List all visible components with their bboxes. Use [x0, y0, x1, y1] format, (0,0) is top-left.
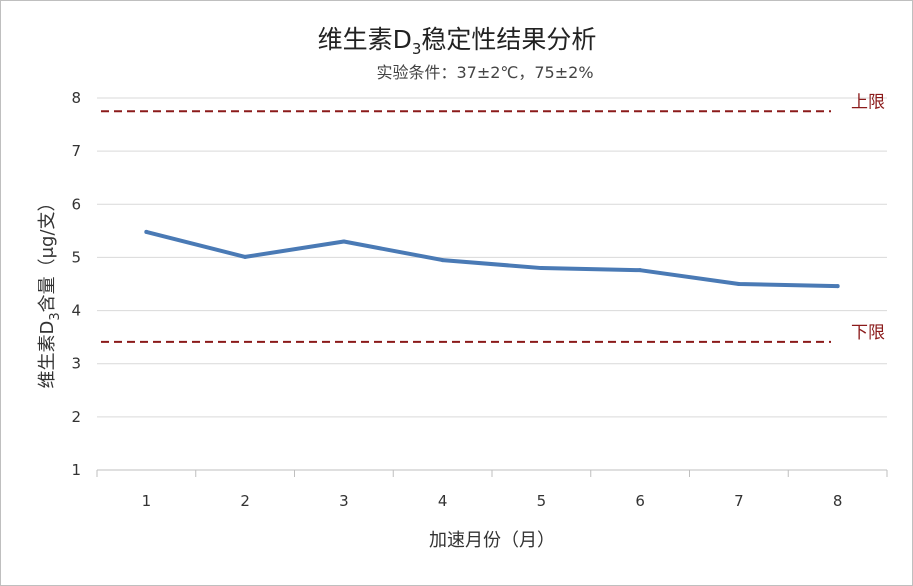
x-tick-label: 1: [142, 492, 152, 510]
y-axis-label: 维生素D3含量（μg/支）: [37, 193, 63, 388]
y-tick-label: 6: [71, 195, 81, 213]
x-tick-label: 8: [833, 492, 843, 510]
data-point: [243, 254, 248, 259]
y-tick-label: 2: [71, 408, 81, 426]
data-point: [144, 229, 149, 234]
data-point: [539, 266, 544, 271]
data-series: [144, 229, 840, 289]
x-axis-label: 加速月份（月）: [429, 530, 555, 551]
y-tick-label: 8: [71, 89, 81, 107]
series-line-0: [144, 229, 840, 289]
y-tick-label: 4: [71, 302, 81, 320]
chart-title: 维生素D3稳定性结果分析: [318, 25, 597, 58]
data-point: [835, 284, 840, 289]
data-point: [736, 282, 741, 286]
x-tick-label: 3: [339, 492, 349, 510]
data-point: [440, 258, 445, 263]
y-tick-label: 3: [71, 355, 81, 373]
y-tick-label: 5: [71, 248, 81, 266]
chart-subtitle: 实验条件：37±2℃，75±2%: [376, 63, 593, 82]
x-axis: [96, 469, 888, 477]
x-tick-label: 6: [635, 492, 645, 510]
x-tick-label: 2: [240, 492, 250, 510]
x-tick-label: 7: [734, 492, 744, 510]
x-tick-labels: 1 2 3 4 5 6 7 8: [142, 492, 843, 510]
gridlines: [97, 97, 887, 418]
data-point: [638, 268, 643, 273]
y-tick-label: 1: [71, 461, 81, 479]
limit-label: 上限: [851, 92, 885, 112]
limit-label: 下限: [851, 323, 885, 343]
y-tick-label: 7: [71, 142, 81, 160]
y-tick-labels: 1 2 3 4 5 6 7 8: [71, 89, 81, 479]
x-tick-label: 5: [537, 492, 547, 510]
data-point: [341, 239, 346, 244]
x-tick-label: 4: [438, 492, 448, 510]
